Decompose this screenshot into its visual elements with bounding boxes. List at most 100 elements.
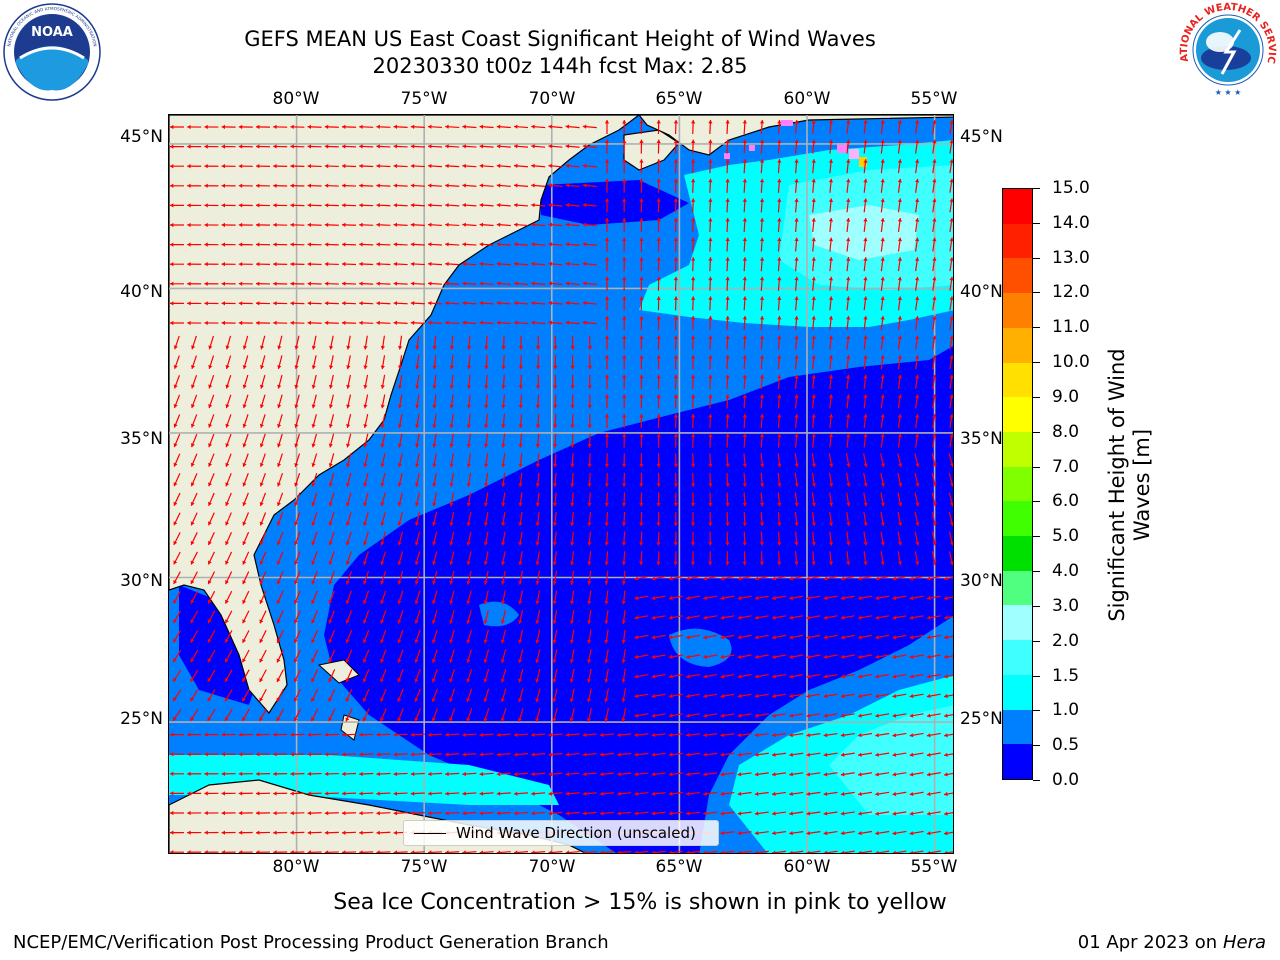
wave-direction-arrowhead [466, 717, 471, 722]
wave-direction-arrowhead [846, 561, 851, 566]
wave-direction-arrowhead [604, 296, 610, 300]
wave-direction-arrowhead [307, 124, 312, 130]
wave-direction-arrowhead [811, 178, 816, 183]
wave-direction-arrowhead [582, 144, 587, 149]
wave-direction-arrowhead [553, 346, 558, 350]
wave-direction-arrowhead [565, 124, 570, 129]
wave-direction-arrowhead [346, 365, 351, 370]
wave-direction-arrowhead [863, 159, 868, 163]
wave-direction-arrowhead [926, 635, 931, 640]
wave-direction-arrowhead [393, 261, 398, 267]
wave-direction-arrowhead [259, 638, 264, 643]
wave-direction-arrowhead [208, 462, 213, 467]
wave-direction-arrowhead [569, 600, 575, 605]
wave-direction-arrowhead [428, 124, 432, 129]
wave-direction-arrowhead [324, 830, 329, 835]
wave-direction-arrowhead [811, 355, 816, 359]
wave-direction-arrowhead [328, 560, 333, 565]
wave-direction-arrowhead [548, 183, 552, 188]
lon-tick-top: 70°W [528, 89, 576, 109]
wave-direction-arrowhead [777, 463, 782, 468]
wave-direction-arrowhead [725, 463, 730, 468]
wave-direction-arrowhead [342, 183, 346, 188]
wave-direction-arrowhead [501, 541, 506, 546]
wave-direction-arrowhead [949, 561, 953, 566]
wave-direction-arrowhead [531, 850, 535, 853]
wave-direction-arrowhead [565, 222, 570, 227]
wave-direction-arrowhead [307, 320, 312, 326]
wave-direction-arrowhead [345, 678, 350, 683]
wave-direction-arrowhead [651, 713, 656, 718]
wave-direction-arrowhead [949, 237, 953, 242]
wave-direction-arrowhead [221, 791, 226, 796]
wave-direction-arrowhead [621, 581, 626, 585]
wave-direction-arrowhead [380, 345, 385, 350]
wave-direction-arrowhead [225, 365, 230, 369]
wave-direction-arrowhead [720, 713, 725, 718]
wave-direction-arrowhead [914, 159, 920, 163]
wave-direction-arrowhead [410, 732, 415, 737]
wave-direction-arrowhead [777, 257, 782, 261]
wave-direction-arrowhead [324, 301, 329, 306]
wave-direction-arrowhead [691, 335, 696, 340]
wave-direction-arrowhead [531, 811, 535, 816]
wave-direction-arrowhead [777, 316, 782, 320]
wave-direction-arrowhead [414, 717, 419, 722]
wave-direction-arrowhead [324, 203, 329, 208]
wave-direction-arrowhead [362, 600, 368, 604]
wave-direction-arrowhead [656, 502, 661, 507]
wave-direction-arrowhead [754, 654, 759, 659]
wave-direction-arrowhead [190, 423, 195, 428]
wave-direction-arrowhead [604, 678, 609, 683]
wave-direction-arrowhead [604, 276, 610, 281]
wave-direction-arrowhead [703, 713, 708, 718]
wave-direction-arrowhead [514, 300, 518, 306]
wave-direction-arrowhead [691, 296, 696, 300]
wave-direction-arrowhead [190, 404, 195, 408]
wave-direction-arrowhead [496, 791, 501, 796]
wave-direction-arrowhead [569, 581, 575, 585]
wave-direction-arrowhead [949, 541, 953, 546]
wave-direction-arrowhead [932, 139, 937, 144]
wave-direction-arrowhead [759, 561, 765, 566]
wave-direction-arrowhead [673, 522, 678, 526]
wave-direction-arrowhead [277, 423, 282, 428]
wave-direction-arrowhead [863, 374, 868, 379]
wave-direction-arrowhead [393, 163, 398, 169]
wave-direction-arrowhead [342, 732, 346, 737]
wave-direction-arrowhead [531, 261, 535, 267]
wave-direction-arrowhead [500, 639, 505, 644]
wave-direction-arrowhead [897, 218, 903, 222]
wave-direction-arrowhead [811, 414, 816, 418]
wave-direction-arrowhead [691, 120, 696, 124]
wave-direction-arrowhead [380, 385, 385, 389]
wave-direction-arrowhead [548, 144, 552, 149]
wave-direction-arrowhead [307, 830, 312, 835]
wave-direction-arrowhead [725, 178, 730, 183]
wave-direction-arrowhead [397, 717, 402, 722]
wave-direction-arrowhead [346, 404, 351, 409]
wave-direction-arrowhead [462, 791, 466, 796]
wave-direction-arrowhead [242, 365, 247, 369]
wave-direction-arrowhead [926, 654, 931, 659]
wave-direction-arrowhead [311, 463, 316, 467]
wave-direction-arrowhead [415, 404, 420, 409]
wave-direction-arrowhead [462, 242, 466, 247]
wave-direction-arrowhead [393, 242, 398, 247]
wave-direction-arrowhead [238, 261, 243, 267]
wave-direction-arrowhead [828, 159, 834, 163]
wave-direction-arrowhead [256, 124, 260, 130]
wave-direction-arrowhead [823, 635, 828, 640]
wave-direction-arrowhead [621, 659, 626, 664]
wave-direction-arrowhead [897, 541, 903, 546]
wave-direction-arrowhead [207, 599, 212, 604]
wave-direction-arrowhead [570, 541, 575, 546]
wave-direction-arrowhead [531, 791, 535, 796]
wave-direction-arrowhead [772, 850, 776, 853]
wave-direction-arrowhead [686, 654, 690, 659]
wave-direction-arrowhead [823, 615, 828, 620]
wave-direction-arrowhead [587, 561, 592, 566]
colorbar-tick-label: 14.0 [1052, 212, 1090, 233]
wave-direction-arrowhead [673, 335, 679, 340]
wave-direction-arrowhead [742, 483, 748, 487]
